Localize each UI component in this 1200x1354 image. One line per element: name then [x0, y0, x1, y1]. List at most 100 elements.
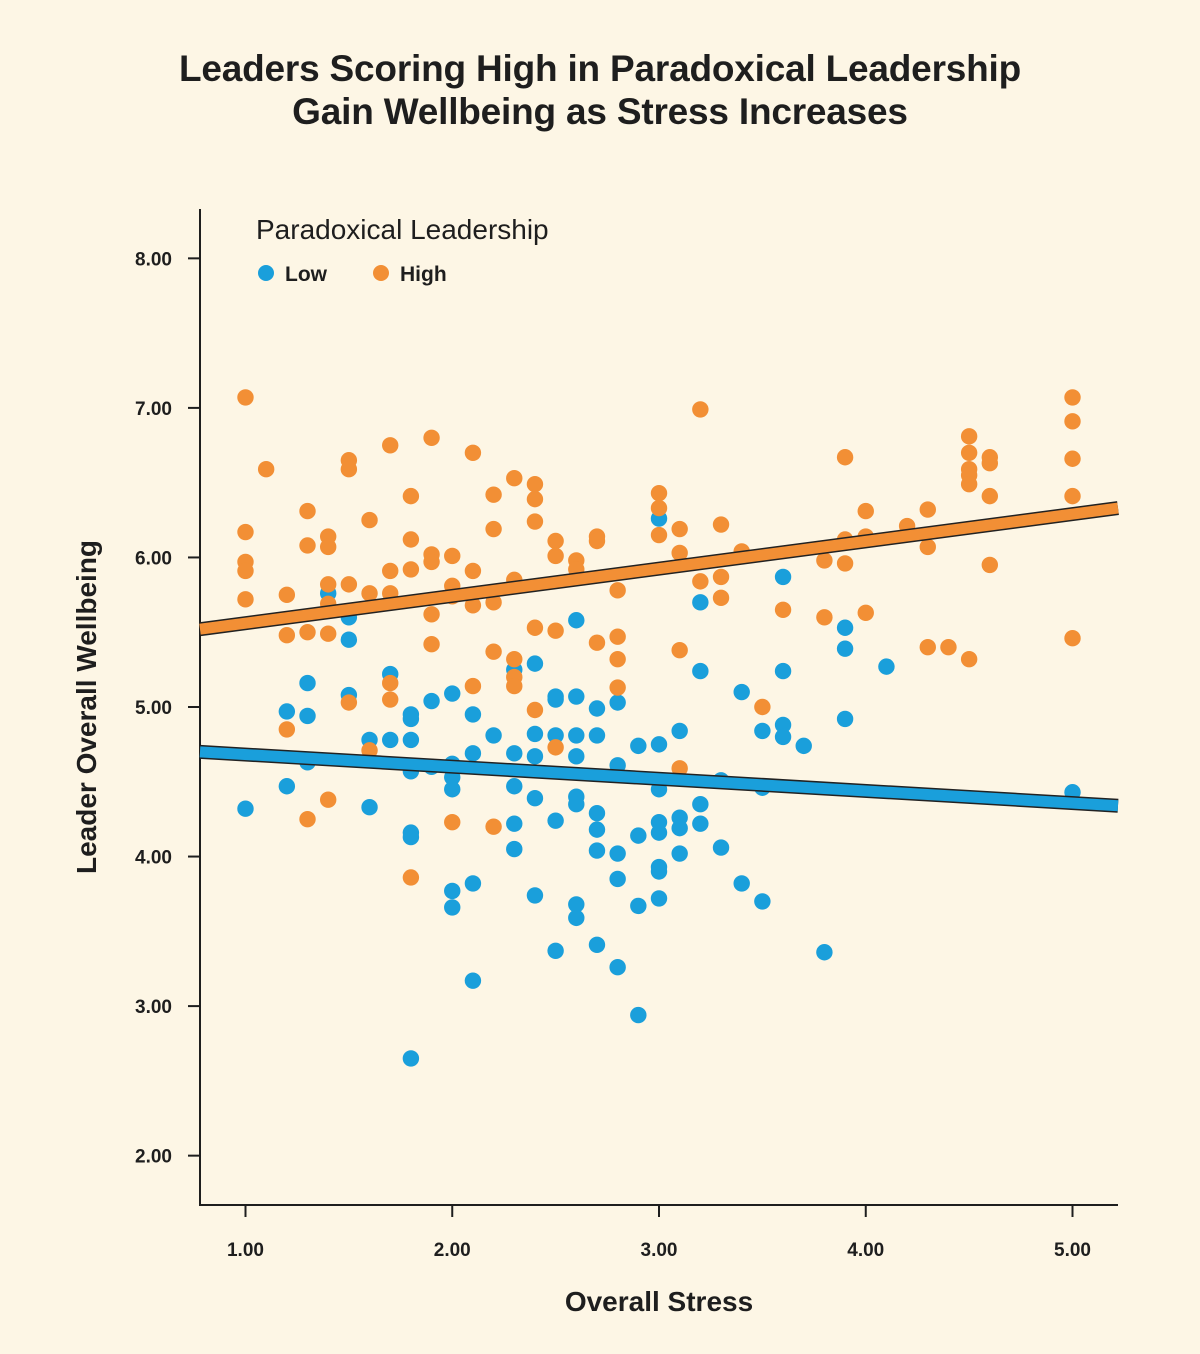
data-point-high	[319, 576, 337, 593]
data-point-high	[692, 401, 709, 418]
data-point-high	[402, 869, 420, 886]
data-point-high	[340, 694, 358, 711]
data-point-low	[382, 731, 399, 749]
data-point-high	[319, 538, 337, 556]
data-point-low	[568, 896, 585, 913]
data-point-high	[981, 487, 999, 505]
legend-label-low: Low	[285, 263, 328, 286]
data-point-low	[692, 815, 709, 832]
data-point-low	[774, 568, 792, 586]
x-axis-ticks: 1.00 2.00 3.00 4.00 5.00	[227, 1205, 1091, 1261]
data-point-low	[444, 899, 461, 916]
data-point-low	[630, 1006, 647, 1024]
data-point-high	[960, 650, 978, 668]
data-point-low	[568, 688, 585, 705]
data-point-high	[712, 568, 730, 586]
data-point-high	[340, 576, 358, 593]
data-point-high	[547, 532, 564, 550]
data-point-low	[816, 944, 833, 961]
data-point-high	[609, 650, 626, 668]
data-point-high	[361, 742, 378, 759]
data-point-low	[568, 612, 585, 629]
x-tick-label: 4.00	[847, 1240, 884, 1261]
data-point-high	[960, 475, 978, 493]
data-point-low	[299, 674, 316, 692]
data-point-low	[609, 694, 626, 711]
data-point-high	[464, 597, 482, 614]
data-point-high	[506, 469, 523, 487]
data-point-low	[774, 728, 792, 746]
data-point-low	[609, 870, 626, 888]
data-point-high	[485, 520, 502, 538]
data-point-high	[464, 444, 482, 461]
data-point-low	[464, 706, 482, 723]
data-point-high	[547, 547, 564, 565]
legend-label-high: High	[400, 263, 447, 286]
y-tick-label: 5.00	[135, 698, 172, 719]
data-point-low	[733, 875, 750, 892]
data-point-high	[382, 674, 399, 692]
chart-title-line-2: Gain Wellbeing as Stress Increases	[292, 91, 908, 132]
data-point-high	[299, 502, 316, 520]
data-point-high	[444, 547, 461, 565]
data-point-high	[547, 739, 564, 756]
data-point-high	[692, 573, 709, 590]
x-tick-label: 1.00	[227, 1240, 264, 1261]
data-point-low	[526, 790, 544, 807]
data-point-high	[857, 604, 874, 621]
data-point-high	[526, 513, 544, 530]
data-point-low	[340, 631, 358, 648]
data-point-low	[692, 594, 709, 611]
data-point-low	[692, 662, 709, 680]
data-point-low	[733, 683, 750, 701]
x-tick-label: 2.00	[434, 1240, 471, 1261]
data-points	[237, 389, 1081, 1067]
y-tick-label: 4.00	[135, 848, 172, 869]
data-point-low	[402, 710, 420, 728]
x-tick-label: 3.00	[641, 1240, 678, 1261]
data-point-low	[836, 619, 854, 636]
data-point-high	[423, 553, 440, 571]
data-point-low	[526, 748, 544, 765]
data-point-high	[671, 544, 688, 562]
data-point-low	[506, 778, 523, 795]
data-point-low	[630, 827, 647, 844]
data-point-high	[1064, 413, 1081, 430]
data-point-low	[588, 727, 606, 744]
data-point-high	[444, 813, 461, 831]
data-point-low	[568, 909, 585, 927]
data-point-high	[402, 561, 420, 578]
data-point-high	[857, 502, 874, 520]
data-point-low	[444, 685, 461, 702]
data-point-low	[526, 655, 544, 672]
data-point-low	[754, 722, 771, 740]
data-point-high	[816, 609, 833, 626]
data-point-high	[960, 428, 978, 445]
x-tick-label: 5.00	[1054, 1240, 1091, 1261]
data-point-high	[506, 650, 523, 668]
data-point-low	[402, 828, 420, 846]
data-point-high	[671, 641, 688, 659]
trend-line-high	[199, 502, 1119, 635]
data-point-low	[547, 727, 564, 744]
data-point-high	[671, 520, 688, 538]
data-point-high	[836, 449, 854, 466]
data-point-low	[299, 707, 316, 725]
data-point-low	[526, 725, 544, 743]
data-point-high	[981, 455, 999, 472]
data-point-low	[878, 658, 895, 675]
data-point-high	[960, 444, 978, 461]
data-point-high	[816, 552, 833, 569]
data-point-low	[402, 731, 420, 749]
data-point-high	[299, 624, 316, 641]
data-point-low	[588, 821, 606, 838]
data-point-high	[836, 555, 854, 572]
data-point-high	[609, 582, 626, 599]
data-point-low	[237, 800, 254, 817]
data-point-high	[402, 531, 420, 548]
y-tick-label: 8.00	[135, 249, 172, 270]
legend: Paradoxical Leadership Low High	[256, 214, 549, 286]
data-point-low	[795, 737, 812, 755]
data-point-high	[319, 625, 337, 642]
data-point-high	[464, 677, 482, 695]
